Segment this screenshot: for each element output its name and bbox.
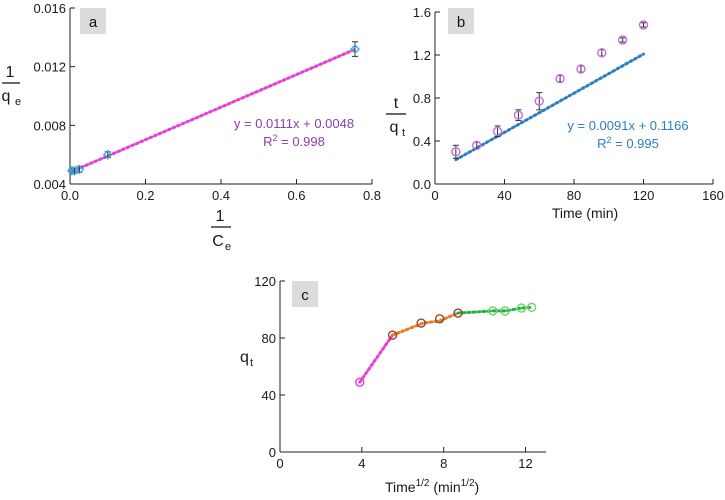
panel-c-point <box>434 314 445 324</box>
panel-c-point <box>516 303 527 313</box>
panel-a-ylabel-den: q <box>2 88 11 105</box>
panel-c-point <box>488 306 498 316</box>
a-xtick-label: 0.8 <box>363 188 381 203</box>
b-xtick-label: 120 <box>633 188 655 203</box>
panel-b-points <box>451 20 649 159</box>
panel-b: b 0 40 80 120 160 0.0 0.4 0.8 1.2 1.6 t q t Time… <box>386 5 724 221</box>
panel-c-ylabel: q <box>240 349 249 366</box>
a-xtick-label: 0.4 <box>212 188 230 203</box>
panel-a-r2: R2 = 0.998 <box>263 133 325 149</box>
panel-a-point <box>74 164 85 175</box>
panel-b-ylabel-sub: t <box>402 127 405 139</box>
panel-b-ylabel-den: q <box>390 119 399 136</box>
panel-a-equation: y = 0.0111x + 0.0048 <box>234 116 354 131</box>
panel-b-point <box>534 96 544 106</box>
a-xtick-label: 0.2 <box>136 188 154 203</box>
panel-a-point <box>102 149 113 160</box>
b-ytick-label: 0.4 <box>413 134 431 149</box>
b-ytick-label: 0.8 <box>413 91 431 106</box>
panel-c-tag-bg <box>292 281 318 307</box>
panel-a-xlabel-num: 1 <box>216 208 225 225</box>
b-xtick-label: 40 <box>497 188 511 203</box>
panel-b-point <box>597 48 607 58</box>
panel-b-xticks: 0 40 80 120 160 <box>431 188 723 203</box>
panel-b-point <box>555 73 565 84</box>
c-xtick-label: 12 <box>518 456 532 471</box>
panel-a: a 0.0 0.2 0.4 0.6 0.8 0.004 0.008 0.012 0.016 1… <box>2 1 381 253</box>
panel-b-xlabel: Time (min) <box>552 205 618 221</box>
panel-a-xlabel-den: C <box>212 233 224 250</box>
a-ytick-label: 0.008 <box>33 118 66 133</box>
panel-a-point <box>350 44 361 55</box>
panel-c-point <box>387 330 398 340</box>
panel-c-xlabel: Time1/2 (min1/2) <box>385 478 479 495</box>
panel-a-ylabel-num: 1 <box>6 64 15 81</box>
panel-c-series-line-2 <box>391 311 460 337</box>
panel-c-axes <box>279 280 546 453</box>
panel-c-ylabel-sub: t <box>250 357 253 369</box>
panel-a-point <box>69 165 80 176</box>
b-ytick-label: 1.2 <box>413 48 431 63</box>
panel-b-yticks: 0.0 0.4 0.8 1.2 1.6 <box>413 5 431 192</box>
panel-a-tag: a <box>89 14 98 31</box>
c-ytick-label: 0 <box>269 445 276 460</box>
panel-c-point <box>355 377 365 387</box>
panel-b-point <box>617 35 628 45</box>
panel-c: c 0 4 8 12 0 40 80 120 q t Time1/2 (min1/2) <box>240 274 546 495</box>
panel-c-series-line-1 <box>358 333 395 384</box>
panel-b-fit-line <box>454 52 645 162</box>
c-ytick-label: 120 <box>254 274 276 289</box>
panel-c-yticks: 0 40 80 120 <box>254 274 276 460</box>
panel-a-tag-bg <box>80 8 106 34</box>
b-xtick-label: 160 <box>702 188 724 203</box>
b-xtick-label: 80 <box>567 188 581 203</box>
c-xtick-label: 4 <box>358 456 365 471</box>
panel-b-point <box>638 20 649 30</box>
a-xtick-label: 0.0 <box>61 188 79 203</box>
panel-b-fit <box>454 52 645 162</box>
panel-c-point <box>526 302 537 313</box>
b-ytick-label: 0.0 <box>413 177 431 192</box>
panel-b-point <box>513 110 524 120</box>
panel-c-point <box>416 318 426 328</box>
c-xtick-label: 0 <box>276 456 283 471</box>
panel-a-ylabel-sub: e <box>15 96 21 108</box>
panel-c-point <box>500 306 510 316</box>
panel-c-point <box>453 308 463 318</box>
panel-b-point <box>472 140 482 151</box>
panel-a-fit-line <box>70 47 357 173</box>
panel-b-r2: R2 = 0.995 <box>597 135 659 151</box>
panel-b-equation: y = 0.0091x + 0.1166 <box>567 118 688 133</box>
a-ytick-label: 0.004 <box>33 177 66 192</box>
panel-a-axes <box>69 7 373 185</box>
panel-c-xticks: 0 4 8 12 <box>276 456 532 471</box>
panel-b-axes <box>434 11 714 185</box>
c-xtick-label: 8 <box>440 456 447 471</box>
panel-c-tag: c <box>301 287 309 304</box>
panel-b-tag-bg <box>448 8 474 34</box>
c-ytick-label: 40 <box>262 388 276 403</box>
panel-a-xlabel-sub: e <box>225 241 231 253</box>
panel-a-xticks: 0.0 0.2 0.4 0.6 0.8 <box>61 188 381 203</box>
a-ytick-label: 0.016 <box>33 1 66 16</box>
b-xtick-label: 0 <box>431 188 438 203</box>
panel-c-points <box>355 302 537 387</box>
panel-b-point <box>576 64 586 74</box>
panel-b-ylabel-num: t <box>394 95 399 112</box>
panel-a-yticks: 0.004 0.008 0.012 0.016 <box>33 1 66 192</box>
panel-a-points <box>66 41 361 176</box>
panel-b-point <box>492 126 503 137</box>
b-ytick-label: 1.6 <box>413 5 431 20</box>
panel-c-fit <box>358 305 534 384</box>
c-ytick-label: 80 <box>262 331 276 346</box>
a-xtick-label: 0.6 <box>287 188 305 203</box>
panel-b-point <box>451 147 461 157</box>
a-ytick-label: 0.012 <box>33 60 66 75</box>
panel-a-fit <box>70 47 357 173</box>
panel-b-tag: b <box>457 14 465 31</box>
